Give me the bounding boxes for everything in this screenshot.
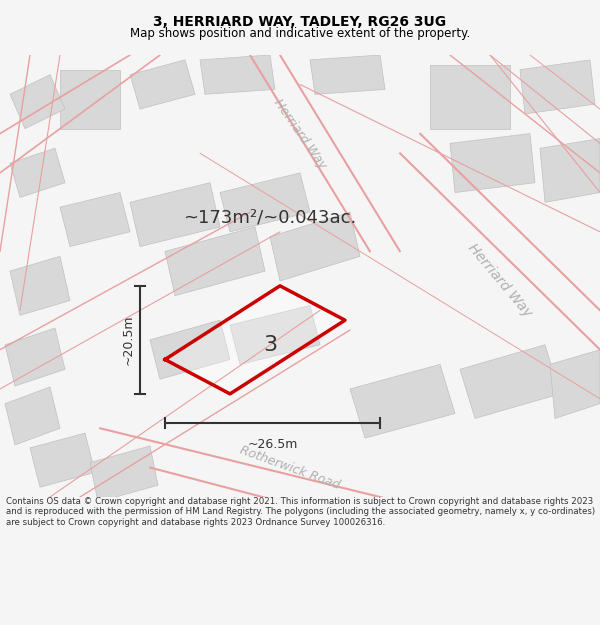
Polygon shape <box>520 60 595 114</box>
Polygon shape <box>220 173 310 232</box>
Polygon shape <box>460 345 560 418</box>
Polygon shape <box>90 446 158 502</box>
Text: 3: 3 <box>263 335 277 355</box>
Polygon shape <box>10 256 70 315</box>
Polygon shape <box>30 433 95 487</box>
Polygon shape <box>150 320 230 379</box>
Text: Herriard Way: Herriard Way <box>271 96 329 171</box>
Polygon shape <box>10 148 65 198</box>
Text: ~173m²/~0.043ac.: ~173m²/~0.043ac. <box>184 208 356 226</box>
Polygon shape <box>550 349 600 418</box>
Polygon shape <box>10 74 65 129</box>
Polygon shape <box>165 227 265 296</box>
Text: Contains OS data © Crown copyright and database right 2021. This information is : Contains OS data © Crown copyright and d… <box>6 497 595 527</box>
Text: Herriard Way: Herriard Way <box>465 241 535 321</box>
Polygon shape <box>130 182 220 246</box>
Polygon shape <box>450 134 535 192</box>
Polygon shape <box>230 306 320 364</box>
Polygon shape <box>310 55 385 94</box>
Polygon shape <box>540 139 600 202</box>
Polygon shape <box>165 286 345 394</box>
Text: Rotherwick Road: Rotherwick Road <box>238 443 342 492</box>
Polygon shape <box>60 192 130 246</box>
Polygon shape <box>350 364 455 438</box>
Polygon shape <box>430 65 510 129</box>
Polygon shape <box>200 55 275 94</box>
Text: Map shows position and indicative extent of the property.: Map shows position and indicative extent… <box>130 27 470 39</box>
Polygon shape <box>60 70 120 129</box>
Text: ~26.5m: ~26.5m <box>247 438 298 451</box>
Polygon shape <box>5 387 60 445</box>
Polygon shape <box>270 212 360 281</box>
Text: 3, HERRIARD WAY, TADLEY, RG26 3UG: 3, HERRIARD WAY, TADLEY, RG26 3UG <box>154 16 446 29</box>
Polygon shape <box>130 60 195 109</box>
Polygon shape <box>5 328 65 386</box>
Text: ~20.5m: ~20.5m <box>121 314 134 365</box>
